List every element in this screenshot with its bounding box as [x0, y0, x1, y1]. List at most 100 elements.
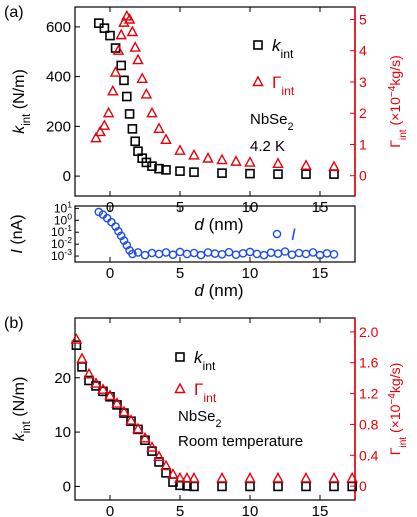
- y-right-axis-label: Γint (×10−4kg/s): [387, 363, 409, 456]
- data-point-kint: [71, 340, 82, 350]
- data-point-int: [167, 468, 179, 479]
- x-tick-label: 0: [106, 265, 114, 282]
- data-point-kint: [329, 169, 339, 179]
- data-point-i: [266, 248, 276, 258]
- data-point-int: [125, 414, 137, 425]
- x-tick-label: 10: [242, 265, 259, 282]
- data-point-kint: [217, 168, 227, 178]
- legend-gamma-int-label: Γint: [272, 73, 295, 98]
- data-point-int: [300, 471, 312, 483]
- data-point-int: [328, 471, 340, 483]
- data-point-i: [287, 250, 297, 259]
- data-point-kint: [105, 30, 115, 41]
- data-point-int: [123, 13, 136, 24]
- y-tick-label: 0: [63, 478, 71, 495]
- y-tick-label: 600: [46, 19, 71, 36]
- data-point-i: [224, 247, 234, 257]
- data-point-int: [98, 119, 111, 130]
- data-point-kint: [245, 168, 255, 179]
- y-axis-label: I (nA): [9, 214, 26, 253]
- data-point-int: [346, 471, 358, 483]
- y-right-axis-label: Γint (×10−4kg/s): [387, 55, 409, 148]
- data-point-kint: [130, 136, 140, 147]
- y-tick-label: 10-3: [51, 247, 72, 263]
- y-tick-label: 100: [54, 211, 72, 227]
- data-point-i: [301, 249, 311, 259]
- data-point-int: [202, 152, 214, 163]
- data-point-kint: [99, 23, 110, 33]
- annotation-material: NbSe2: [178, 408, 222, 430]
- data-point-kint: [329, 481, 339, 492]
- data-point-kint: [273, 481, 283, 492]
- legend-gamma-int-marker: [174, 382, 186, 394]
- data-point-int: [188, 148, 200, 160]
- y-right-tick-label: 0.4: [359, 447, 379, 463]
- legend-k-int-label: kint: [272, 36, 294, 61]
- data-point-kint: [77, 362, 87, 372]
- data-point-i: [94, 207, 104, 217]
- data-point-kint: [161, 165, 171, 175]
- y-axis-label: kint (N/m): [11, 69, 33, 134]
- legend-current-label: I: [291, 225, 296, 244]
- y-right-tick-label: 0: [359, 478, 367, 494]
- y-tick-label: 400: [46, 69, 71, 86]
- legend-k-int-marker: [253, 40, 263, 50]
- annotation-temperature: 4.2 K: [250, 138, 285, 155]
- data-point-i: [203, 248, 213, 257]
- data-point-int: [174, 144, 186, 155]
- data-point-kint: [189, 167, 199, 177]
- y-tick-label: 200: [46, 118, 71, 135]
- data-point-kint: [154, 163, 164, 174]
- x-tick-label: 15: [312, 265, 329, 282]
- data-point-i: [147, 248, 157, 258]
- data-point-i: [161, 248, 171, 257]
- data-point-int: [83, 367, 95, 379]
- data-point-kint: [301, 169, 311, 179]
- data-point-int: [153, 122, 165, 134]
- data-point-kint: [124, 109, 135, 119]
- data-point-int: [230, 155, 242, 166]
- legend-k-int-label: kint: [194, 348, 216, 373]
- panel-label: (a): [4, 4, 24, 21]
- y-tick-label: 101: [54, 199, 72, 215]
- y-right-tick-label: 0.8: [359, 416, 379, 432]
- data-point-kint: [126, 416, 136, 427]
- data-point-int: [140, 88, 153, 99]
- x-tick-label: 0: [106, 503, 114, 517]
- data-point-kint: [161, 468, 171, 478]
- data-point-int: [244, 471, 256, 483]
- data-point-int: [188, 471, 200, 483]
- plot-frame: [74, 6, 356, 197]
- data-point-i: [294, 248, 304, 258]
- y-axis-label: kint (N/m): [11, 377, 33, 442]
- data-point-int: [272, 157, 284, 169]
- data-point-int: [132, 422, 144, 434]
- legend-gamma-int-marker: [252, 75, 264, 87]
- data-point-kint: [105, 391, 115, 402]
- y-right-tick-label: 1.6: [359, 355, 379, 371]
- data-point-int: [132, 53, 144, 65]
- legend-k-int-marker: [175, 352, 185, 362]
- data-point-int: [94, 125, 106, 137]
- data-point-int: [126, 25, 139, 37]
- data-point-kint: [147, 161, 157, 171]
- data-point-int: [136, 72, 148, 84]
- data-point-i: [114, 226, 123, 236]
- data-point-int: [216, 153, 228, 165]
- data-point-kint: [84, 375, 94, 386]
- x-tick-label: 5: [176, 503, 184, 517]
- data-point-int: [76, 352, 88, 364]
- data-point-kint: [154, 457, 164, 467]
- data-point-i: [196, 250, 206, 260]
- legend-current-marker: [272, 229, 282, 239]
- data-point-i: [140, 250, 150, 260]
- x-tick-label: 15: [312, 503, 329, 517]
- data-point-int: [181, 471, 193, 483]
- data-point-int: [129, 41, 141, 52]
- x-axis-label: d (nm): [194, 281, 243, 300]
- data-point-int: [174, 471, 186, 483]
- data-point-int: [104, 389, 116, 401]
- y-tick-label: 10-2: [51, 235, 72, 251]
- data-point-kint: [116, 60, 126, 71]
